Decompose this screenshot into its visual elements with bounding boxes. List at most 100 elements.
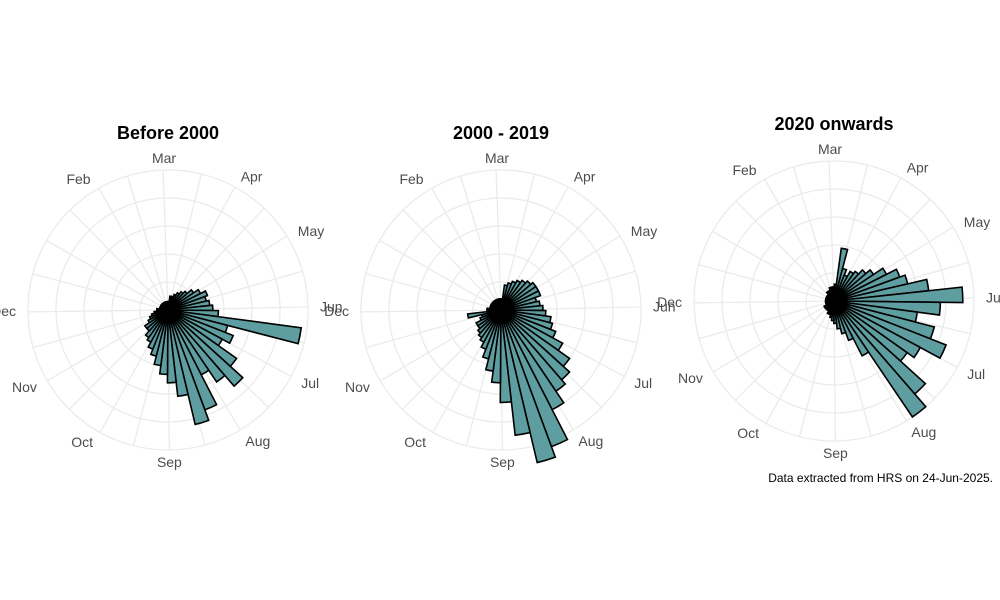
month-label: Sep [157,454,182,470]
bar [158,307,169,311]
month-label: Jun [320,299,343,315]
grid-spoke [431,187,502,311]
panel-title: 2000 - 2019 [453,123,549,143]
month-label: Dec [324,303,349,319]
bar [500,309,532,437]
month-label: Sep [490,454,515,470]
grid-spoke [792,166,835,302]
month-labels: Dec Feb Mar Apr May Jun Jul Aug Sep Oct Nov [0,150,343,470]
grid-spoke [98,187,169,311]
bar [833,300,927,419]
month-label: May [298,223,324,239]
bar [833,286,964,304]
bar [167,309,227,384]
grid-spoke [735,200,835,302]
panel-title: Before 2000 [117,123,219,143]
bars [822,247,964,419]
grid-spoke [459,175,502,311]
month-label: Jul [634,375,652,391]
grid-spoke [693,300,835,304]
bar [167,309,210,426]
month-label: Mar [485,150,509,166]
grid-circle [360,169,642,451]
month-label: May [631,223,657,239]
month-label: Mar [818,141,842,157]
bar [500,309,557,464]
month-label: Oct [71,434,93,450]
month-label: Aug [911,424,936,440]
month-label: Feb [66,171,90,187]
month-label: Mar [152,150,176,166]
month-labels: Dec Feb Mar Apr May Jun Jul Aug Sep Oct Nov [324,150,675,470]
month-label: Dec [0,303,16,319]
month-label: Apr [241,169,263,185]
panel-title: 2020 onwards [774,114,893,134]
bar [824,298,835,302]
grid-spoke [360,309,502,313]
month-label: Sep [823,445,848,461]
grid-spoke [167,173,202,311]
grid-circle [83,225,253,395]
panel-2020-onwards: 2020 onwards Dec Feb Mar Apr May Jun Jul Aug Sep… [657,114,1000,461]
month-label: Oct [737,425,759,441]
grid-circle [27,169,309,451]
bar [166,309,178,384]
grid-spoke [167,186,236,311]
bars [466,279,571,464]
grid-circle [693,160,975,442]
grid-spoke [69,209,169,311]
panel-before-2000: Before 2000 Dec Feb Mar Apr May Jun Jul Aug Sep O… [0,123,343,470]
grid-spoke [32,309,169,349]
grid-spoke [365,273,502,311]
month-label: Jul [967,366,985,382]
grid-spoke [828,161,835,302]
grid-spoke [764,178,835,302]
bar [167,309,244,388]
month-label: Feb [732,162,756,178]
month-label: Nov [678,370,703,386]
grid-spoke [126,175,169,311]
grid-spoke [46,309,169,382]
grid-spoke [698,264,835,302]
grid-spoke [712,300,835,373]
month-label: Aug [578,433,603,449]
bar [500,289,542,311]
grid-spoke [46,239,169,311]
month-label: Feb [399,171,423,187]
bar [167,309,190,398]
grid-spoke [833,300,836,442]
month-label: May [964,214,990,230]
bar [833,300,922,359]
month-labels: Dec Feb Mar Apr May Jun Jul Aug Sep Oct Nov [657,141,1000,461]
month-label: Dec [657,294,682,310]
bar [489,306,502,311]
grid-spoke [379,239,502,311]
grid-circle [388,197,614,423]
bars [143,288,303,426]
month-label: Apr [574,169,596,185]
grid-spoke [402,209,502,311]
grid-spoke [712,230,835,302]
month-label: Nov [12,379,37,395]
grid-spoke [798,300,835,437]
month-label: Oct [404,434,426,450]
bar [833,300,870,357]
month-label: Apr [907,160,929,176]
bar [833,300,847,335]
grid-spoke [27,309,169,313]
grid-spoke [765,300,835,424]
bar [466,309,502,319]
bar [499,309,513,404]
month-label: Jul [301,375,319,391]
month-label: Jun [653,299,676,315]
bar [167,289,209,311]
grid-spoke [32,273,169,311]
grid-spoke [162,170,169,311]
bar [833,300,842,330]
month-label: Aug [245,433,270,449]
grid-spoke [698,300,835,340]
grid-spoke [734,300,835,401]
grid-spoke [365,309,502,349]
panel-2000-2019: 2000 - 2019 Dec Feb Mar Apr May Jun Jul Aug Sep O… [324,123,675,470]
